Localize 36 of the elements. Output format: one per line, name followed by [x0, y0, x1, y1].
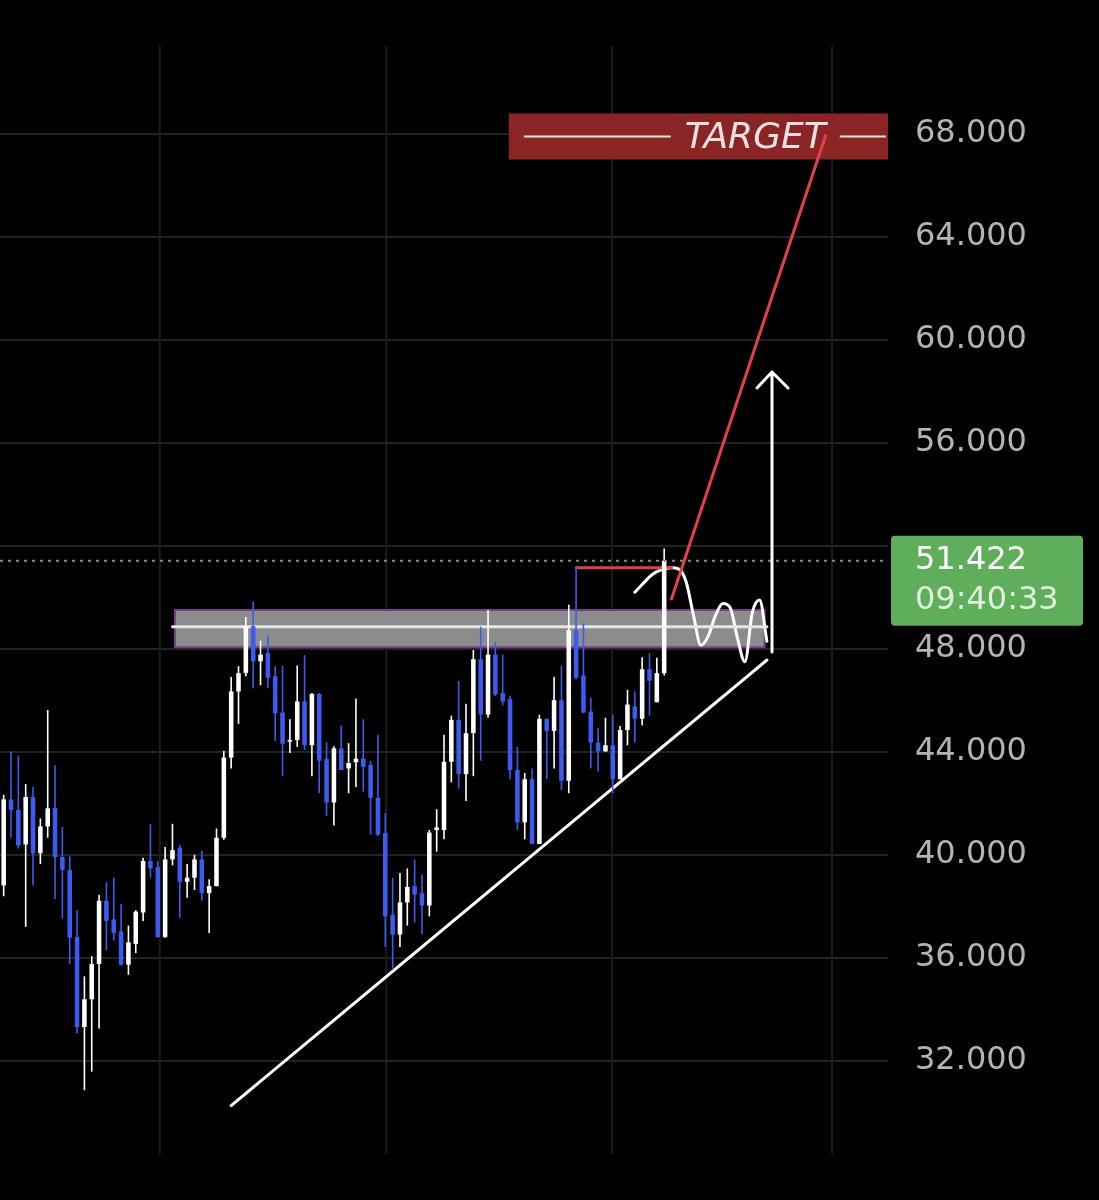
y-tick-label: 64.000	[915, 215, 1027, 254]
candlestick	[603, 716, 608, 753]
candlestick	[258, 639, 263, 687]
candlestick	[647, 652, 652, 717]
candlestick	[361, 718, 366, 793]
y-tick-label: 44.000	[915, 730, 1027, 769]
y-tick-label: 68.000	[915, 112, 1027, 151]
y-tick-label: 32.000	[915, 1039, 1027, 1078]
candlestick	[390, 876, 395, 971]
candlestick	[170, 823, 175, 867]
candlestick	[148, 823, 153, 879]
candlestick	[287, 718, 293, 754]
y-tick-label: 40.000	[915, 833, 1027, 872]
candlestick	[60, 826, 65, 920]
candlestick	[8, 750, 14, 839]
candlestick	[104, 881, 109, 951]
candlestick	[126, 924, 131, 976]
candlestick	[338, 724, 344, 771]
ref-line-label: 51.422	[915, 539, 1027, 578]
candlestick	[192, 853, 197, 891]
text: 09:40:33	[915, 579, 1059, 618]
candlestick	[346, 742, 351, 794]
candlestick	[405, 867, 410, 927]
y-tick-label: 60.000	[915, 318, 1027, 357]
candlestick	[500, 653, 505, 707]
candlestick	[632, 690, 638, 744]
y-tick-label: 56.000	[915, 421, 1027, 460]
y-tick-label: 36.000	[915, 936, 1027, 975]
candlestick	[544, 717, 550, 781]
band-label: TARGET	[684, 114, 829, 156]
candlestick	[412, 858, 417, 924]
candlestick	[111, 876, 117, 942]
candlestick	[236, 665, 241, 725]
y-tick-label: 48.000	[915, 627, 1027, 666]
candlestick	[434, 808, 439, 853]
candlestick	[45, 709, 50, 839]
